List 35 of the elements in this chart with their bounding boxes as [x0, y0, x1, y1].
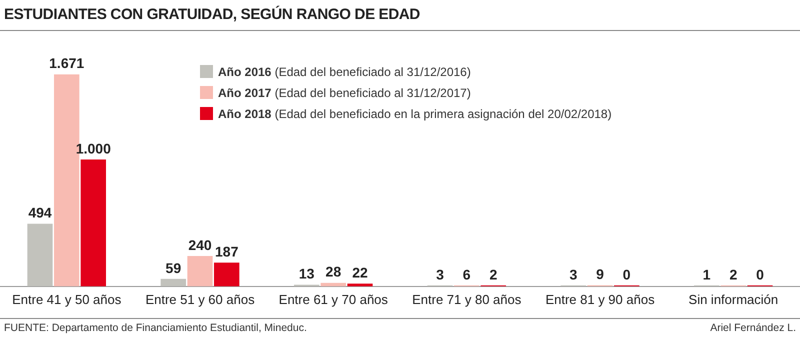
x-tick-label: Entre 71 y 80 años	[412, 292, 522, 307]
bar	[160, 278, 186, 286]
legend-label: Año 2017 (Edad del beneficiado al 31/12/2017)	[218, 86, 471, 100]
data-label: 187	[214, 244, 239, 260]
data-label: 6	[462, 266, 471, 282]
data-label: 2	[729, 266, 738, 282]
data-label: 3	[569, 266, 578, 282]
legend-label: Año 2016 (Edad del beneficiado al 31/12/2016)	[218, 65, 471, 79]
x-tick-label: Entre 61 y 70 años	[278, 292, 388, 307]
data-label: 0	[622, 266, 631, 282]
data-label: 1	[702, 266, 711, 282]
x-tick-label: Sin información	[688, 292, 778, 307]
legend-label: Año 2018 (Edad del beneficiado en la primera asignación del 20/02/2018)	[218, 107, 612, 121]
data-label: 9	[596, 266, 604, 282]
data-label: 2	[489, 266, 498, 282]
data-label: 494	[28, 204, 52, 221]
x-tick-label: Entre 81 y 90 años	[545, 292, 656, 307]
bar	[214, 262, 240, 286]
bar	[27, 224, 53, 286]
chart-title: ESTUDIANTES CON GRATUIDAD, SEGÚN RANGO DE EDAD	[4, 6, 420, 23]
bar	[187, 256, 213, 286]
data-label: 59	[166, 260, 182, 276]
data-label: 3	[436, 266, 444, 282]
data-label: 1.000	[76, 140, 112, 156]
data-label: 240	[188, 236, 212, 253]
data-label: 1.671	[49, 55, 84, 72]
bar	[80, 160, 106, 286]
x-tick-label: Entre 41 y 50 años	[12, 292, 122, 307]
x-tick-label: Entre 51 y 60 años	[145, 292, 256, 307]
data-label: 22	[352, 264, 368, 280]
text: Ariel Fernández L.	[710, 322, 796, 334]
data-label: 0	[756, 266, 764, 282]
data-label: 28	[326, 264, 342, 280]
data-label: 13	[298, 266, 315, 282]
source-note: FUENTE: Departamento de Financiamiento Estudiantil, Mineduc.	[4, 322, 307, 334]
